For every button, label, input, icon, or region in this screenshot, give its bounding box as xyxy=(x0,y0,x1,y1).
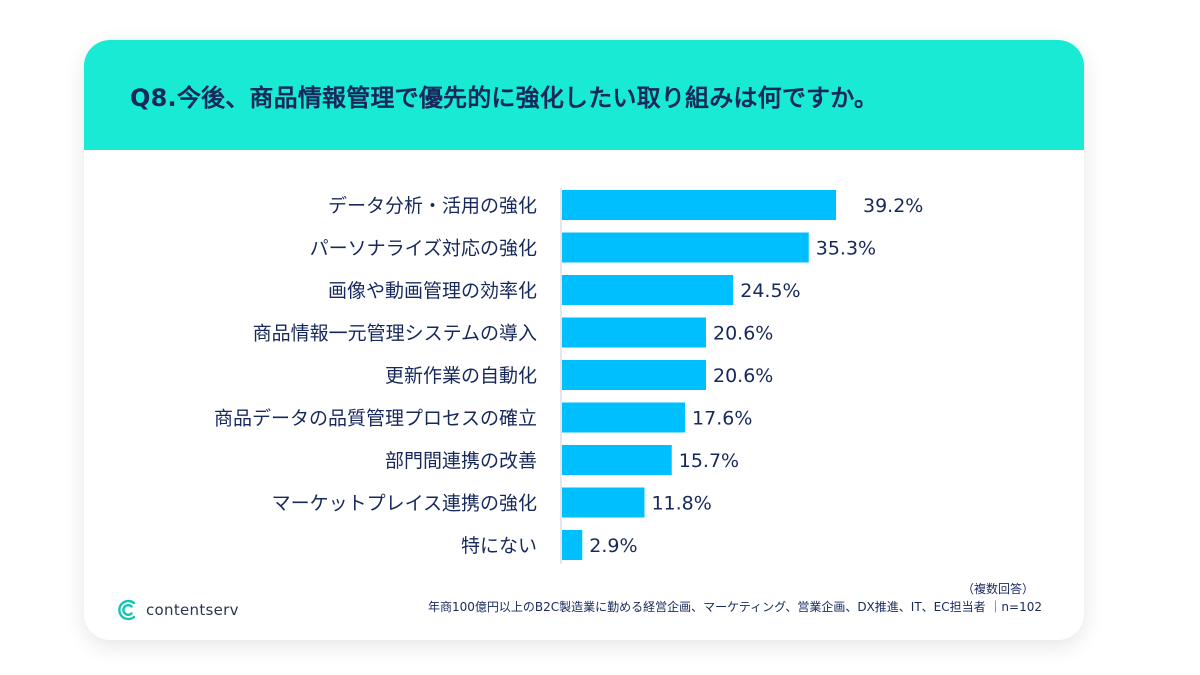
bar xyxy=(562,487,645,518)
respondent-note: 年商100億円以上のB2C製造業に勤める経営企画、マーケティング、営業企画、DX… xyxy=(427,600,1042,614)
category-label: マーケットプレイス連携の強化 xyxy=(272,493,537,515)
category-label: 更新作業の自動化 xyxy=(385,365,537,387)
logo-text: contentserv xyxy=(146,601,239,619)
category-label: 特にない xyxy=(461,535,537,557)
value-label: 2.9% xyxy=(589,535,637,557)
contentserv-logo: contentserv xyxy=(116,598,239,622)
bar xyxy=(562,275,734,305)
question-title: Q8.今後、商品情報管理で優先的に強化したい取り組みは何ですか。 xyxy=(130,84,879,112)
value-label: 11.8% xyxy=(651,493,711,515)
bar xyxy=(562,402,686,433)
value-label: 15.7% xyxy=(679,450,739,472)
value-label: 35.3% xyxy=(816,238,876,260)
category-label: パーソナライズ対応の強化 xyxy=(310,238,537,260)
survey-card: Q8.今後、商品情報管理で優先的に強化したい取り組みは何ですか。 データ分析・活… xyxy=(84,40,1084,640)
bar xyxy=(562,360,706,390)
value-label: 39.2% xyxy=(863,195,923,217)
multiple-answer-note: （複数回答） xyxy=(961,582,1034,596)
bar xyxy=(562,445,672,475)
bar xyxy=(562,190,837,220)
bars-group: データ分析・活用の強化 39.2% パーソナライズ対応の強化 35.3% 画像や動画管理… xyxy=(214,190,923,560)
category-label: 部門間連携の改善 xyxy=(385,450,537,472)
contentserv-logo-icon xyxy=(118,599,136,621)
value-label: 20.6% xyxy=(713,365,773,387)
category-label: 商品情報一元管理システムの導入 xyxy=(253,323,537,345)
bar-chart: データ分析・活用の強化 39.2% パーソナライズ対応の強化 35.3% 画像や動画管理… xyxy=(214,188,923,564)
question-header: Q8.今後、商品情報管理で優先的に強化したい取り組みは何ですか。 xyxy=(84,40,1084,150)
bar xyxy=(562,530,583,560)
category-label: 画像や動画管理の効率化 xyxy=(328,280,537,302)
value-label: 17.6% xyxy=(692,408,752,430)
value-label: 24.5% xyxy=(740,280,800,302)
category-label: データ分析・活用の強化 xyxy=(328,195,537,217)
bar xyxy=(562,317,706,348)
bar xyxy=(562,232,809,263)
category-label: 商品データの品質管理プロセスの確立 xyxy=(214,408,537,430)
value-label: 20.6% xyxy=(713,323,773,345)
